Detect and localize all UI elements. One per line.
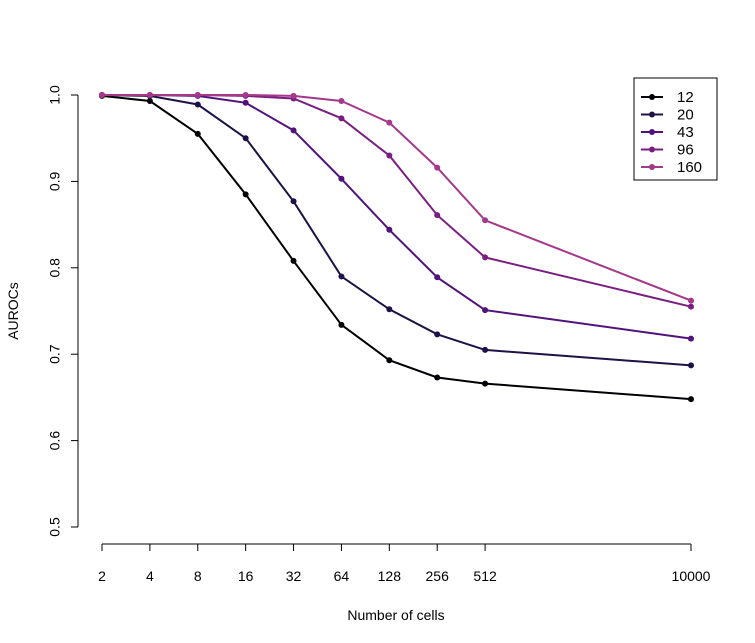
- data-point: [434, 212, 441, 219]
- data-point: [338, 321, 345, 328]
- data-point: [688, 362, 694, 369]
- legend-marker: [649, 94, 655, 100]
- legend-box: [633, 77, 718, 181]
- series-line: [102, 94, 692, 302]
- series-line: [101, 94, 692, 401]
- x-axis: 2 4 8 16 32 64 128 256 512 10000: [98, 543, 711, 584]
- data-point: [290, 92, 297, 99]
- data-point: [290, 198, 297, 205]
- series-160: [99, 92, 694, 304]
- data-point: [688, 396, 694, 403]
- data-point: [434, 374, 441, 381]
- legend-label: 160: [677, 159, 702, 176]
- x-tick-label: 2: [98, 568, 106, 584]
- legend-label: 43: [677, 124, 694, 141]
- series-line: [102, 94, 692, 308]
- series-96: [99, 92, 694, 310]
- y-tick-label: 0.5: [47, 517, 63, 537]
- legend-label: 96: [677, 142, 694, 159]
- data-point: [338, 175, 345, 182]
- data-point: [338, 273, 345, 280]
- x-tick-label: 256: [426, 568, 450, 584]
- x-tick-label: 16: [238, 568, 254, 584]
- data-point: [290, 127, 297, 134]
- data-point: [242, 92, 249, 98]
- data-point: [99, 92, 105, 98]
- data-point: [434, 274, 441, 281]
- data-point: [688, 297, 694, 304]
- data-point: [386, 306, 393, 313]
- series-layer: [99, 92, 694, 403]
- data-point: [386, 357, 393, 364]
- y-tick-label: 0.6: [47, 431, 63, 451]
- y-tick-label: 1.0: [47, 85, 63, 105]
- data-point: [386, 226, 393, 233]
- data-point: [688, 303, 694, 310]
- legend-label: 12: [677, 89, 694, 106]
- legend-marker: [649, 129, 655, 135]
- data-point: [338, 115, 345, 122]
- data-point: [482, 217, 489, 224]
- y-axis: 0.5 0.6 0.7 0.8 0.9 1.0: [47, 85, 79, 537]
- data-point: [242, 135, 249, 142]
- y-tick-label: 0.9: [47, 171, 63, 191]
- data-point: [242, 191, 249, 198]
- x-tick-label: 128: [378, 568, 402, 584]
- data-point: [146, 98, 153, 105]
- data-point: [242, 99, 249, 106]
- x-tick-label: 64: [334, 568, 350, 584]
- data-point: [146, 92, 153, 98]
- x-axis-title: Number of cells: [347, 607, 444, 623]
- data-point: [482, 346, 489, 353]
- data-point: [386, 119, 393, 126]
- data-point: [194, 101, 201, 108]
- data-point: [194, 130, 201, 137]
- y-tick-label: 0.8: [47, 258, 63, 278]
- data-point: [482, 380, 489, 387]
- data-point: [434, 164, 441, 171]
- data-point: [194, 92, 201, 98]
- data-point: [434, 331, 441, 338]
- data-point: [482, 307, 489, 314]
- series-line: [101, 94, 692, 367]
- series-line: [102, 94, 692, 340]
- x-tick-label: 32: [286, 568, 302, 584]
- legend-marker: [649, 146, 655, 153]
- legend-marker: [649, 164, 655, 170]
- data-point: [688, 335, 694, 342]
- x-tick-label: 4: [146, 568, 154, 584]
- x-tick-label: 10000: [672, 568, 711, 584]
- data-point: [386, 152, 393, 159]
- data-point: [482, 254, 489, 261]
- data-point: [338, 98, 345, 105]
- x-tick-label: 512: [473, 568, 497, 584]
- data-point: [290, 257, 297, 264]
- series-12: [99, 92, 694, 403]
- legend-marker: [649, 111, 655, 118]
- legend-label: 20: [677, 107, 694, 124]
- y-tick-label: 0.7: [47, 344, 63, 364]
- y-axis-title: AUROCs: [5, 282, 21, 340]
- x-tick-label: 8: [194, 568, 202, 584]
